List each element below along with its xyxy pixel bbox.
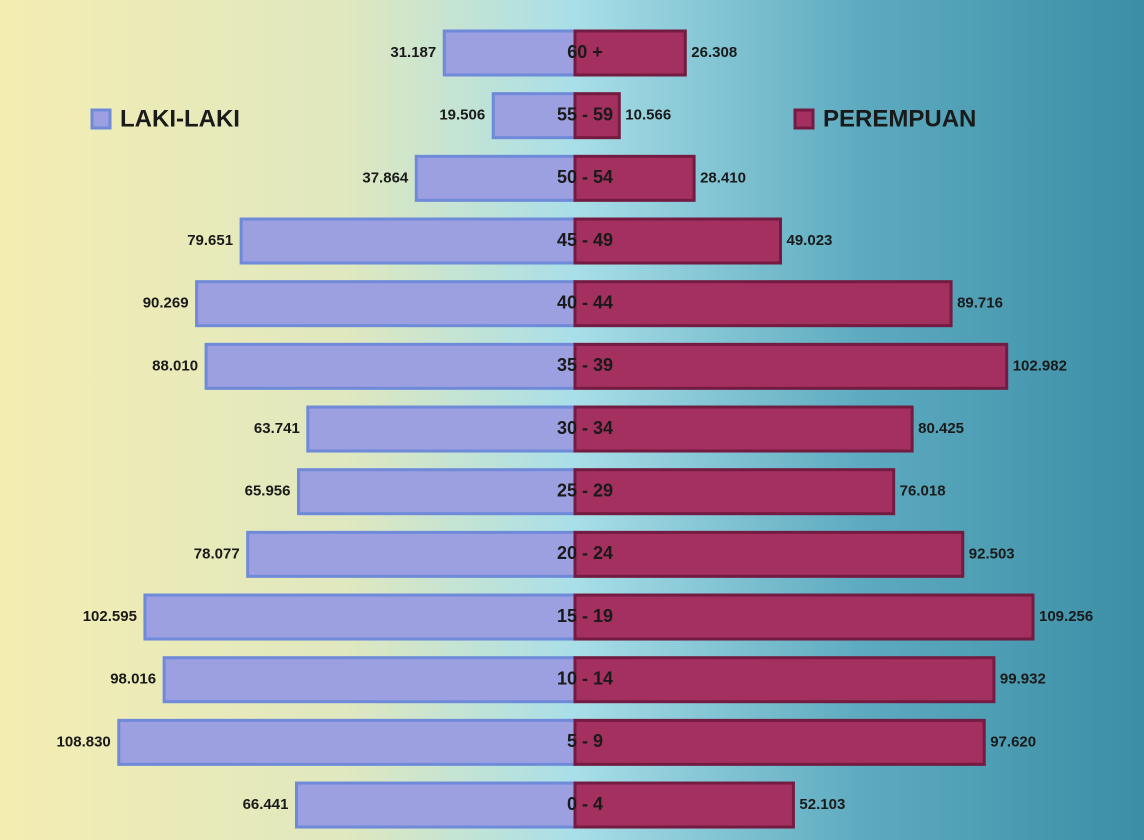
value-label: 92.503 (969, 545, 1015, 562)
value-label: 79.651 (187, 232, 233, 249)
value-label: 109.256 (1039, 608, 1093, 625)
value-label: 108.830 (57, 733, 111, 750)
value-label: 78.077 (194, 545, 240, 562)
category-label: 45 - 49 (557, 230, 613, 250)
value-label: 102.595 (83, 608, 137, 625)
value-label: 65.956 (245, 483, 291, 500)
value-label: 98.016 (110, 671, 156, 688)
bar (573, 154, 696, 202)
bar (573, 593, 1035, 641)
bar (573, 280, 953, 328)
value-label: 63.741 (254, 420, 300, 437)
category-label: 25 - 29 (557, 480, 613, 500)
bar (573, 718, 986, 766)
legend-swatch (90, 108, 112, 130)
value-label: 97.620 (990, 733, 1036, 750)
bar (294, 781, 577, 829)
value-label: 37.864 (362, 169, 409, 186)
value-label: 76.018 (900, 483, 946, 500)
category-label: 30 - 34 (557, 418, 613, 438)
value-label: 89.716 (957, 295, 1003, 312)
value-label: 99.932 (1000, 671, 1046, 688)
category-label: 55 - 59 (557, 104, 613, 124)
bar (573, 92, 621, 140)
bar (442, 29, 577, 77)
bar (573, 217, 783, 265)
bar (491, 92, 577, 140)
category-label: 60 + (567, 42, 603, 62)
category-label: 20 - 24 (557, 543, 613, 563)
category-label: 50 - 54 (557, 167, 613, 187)
value-label: 90.269 (143, 295, 189, 312)
bar (239, 217, 577, 265)
category-label: 35 - 39 (557, 355, 613, 375)
value-label: 88.010 (152, 357, 198, 374)
value-label: 19.506 (439, 107, 485, 124)
value-label: 10.566 (625, 107, 671, 124)
bar (573, 342, 1009, 390)
bar (246, 530, 577, 578)
bar (195, 280, 577, 328)
value-label: 66.441 (243, 796, 289, 813)
bar (573, 29, 687, 77)
bar (143, 593, 577, 641)
category-label: 10 - 14 (557, 668, 613, 688)
bar (573, 405, 914, 453)
bar (573, 656, 996, 704)
bar (162, 656, 577, 704)
bar (573, 781, 795, 829)
bar (306, 405, 577, 453)
category-label: 40 - 44 (557, 292, 613, 312)
value-label: 26.308 (691, 44, 737, 61)
value-label: 52.103 (799, 796, 845, 813)
value-label: 49.023 (787, 232, 833, 249)
value-label: 28.410 (700, 169, 746, 186)
bar (573, 530, 965, 578)
category-label: 0 - 4 (567, 794, 603, 814)
value-label: 31.187 (390, 44, 436, 61)
legend-swatch (793, 108, 815, 130)
bar (117, 718, 577, 766)
value-label: 80.425 (918, 420, 964, 437)
bar (573, 468, 896, 516)
legend-label: LAKI-LAKI (120, 105, 240, 132)
category-label: 5 - 9 (567, 731, 603, 751)
bar (204, 342, 577, 390)
bar (297, 468, 577, 516)
value-label: 102.982 (1013, 357, 1067, 374)
category-label: 15 - 19 (557, 606, 613, 626)
bar (414, 154, 577, 202)
legend-label: PEREMPUAN (823, 105, 976, 132)
